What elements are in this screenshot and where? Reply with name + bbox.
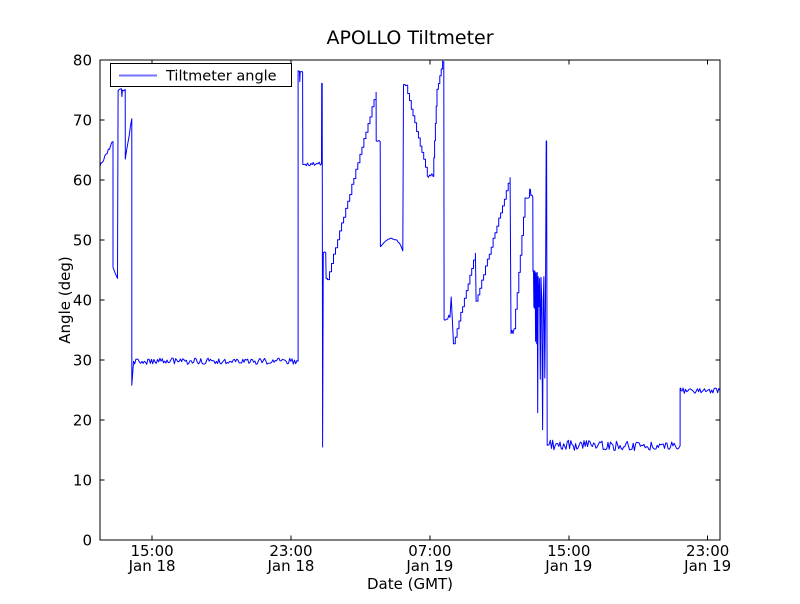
axes-group	[99, 59, 721, 541]
x-tick-label-time: 23:00	[686, 542, 729, 560]
x-tick-label-time: 23:00	[269, 542, 312, 560]
x-tick-label-date: Jan 19	[544, 557, 592, 575]
x-tick-label-date: Jan 19	[683, 557, 731, 575]
y-tick-label: 60	[73, 172, 92, 190]
x-tick-label-date: Jan 18	[128, 557, 176, 575]
series-group	[99, 60, 721, 452]
y-tick-label: 10	[73, 472, 92, 490]
y-tick-label: 80	[73, 52, 92, 70]
y-tick-label: 0	[82, 532, 92, 550]
y-axis-label: Angle (deg)	[56, 256, 74, 343]
x-axis-label: Date (GMT)	[367, 575, 453, 593]
y-tick-label: 50	[73, 232, 92, 250]
tiltmeter-angle-line	[99, 60, 721, 452]
legend: Tiltmeter angle	[110, 63, 292, 87]
y-tick-label: 70	[73, 112, 92, 130]
y-tick-label: 20	[73, 412, 92, 430]
y-tick-label: 40	[73, 292, 92, 310]
y-tick-label: 30	[73, 352, 92, 370]
chart-title: APOLLO Tiltmeter	[326, 27, 493, 49]
legend-box	[110, 63, 292, 87]
legend-label: Tiltmeter angle	[165, 69, 277, 85]
x-tick-label-date: Jan 19	[405, 557, 453, 575]
plot-border	[99, 59, 721, 541]
x-tick-label-date: Jan 18	[266, 557, 314, 575]
x-tick-label-time: 15:00	[130, 542, 173, 560]
x-tick-label-time: 15:00	[547, 542, 590, 560]
tick-marks	[100, 59, 720, 541]
x-tick-label-time: 07:00	[408, 542, 451, 560]
